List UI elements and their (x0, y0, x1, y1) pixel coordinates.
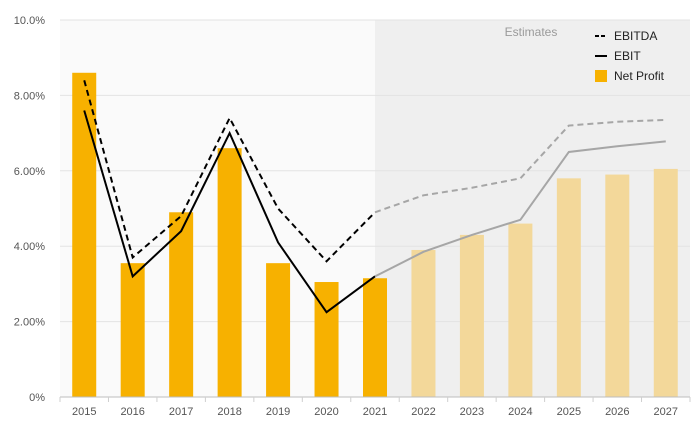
x-tick-label: 2015 (72, 406, 96, 418)
ebitda-line-estimate (374, 118, 666, 214)
y-tick-label: 2.00% (14, 317, 45, 329)
ebit-line-estimate (374, 140, 666, 278)
y-tick-label: 4.00% (14, 241, 45, 253)
net-profit-bar (266, 263, 291, 397)
net-profit-bar (411, 249, 436, 397)
x-tick-label: 2022 (411, 406, 435, 418)
bars (72, 72, 678, 397)
net-profit-bar (217, 148, 242, 397)
ebitda-line-actual (83, 80, 376, 263)
legend-label-ebitda: EBITDA (614, 29, 657, 43)
y-tick-label: 10.0% (14, 15, 45, 27)
net-profit-bar (72, 72, 97, 397)
legend-label-net-profit: Net Profit (614, 69, 665, 83)
axes: 0% 2.00% 4.00% 6.00% 8.00% 10.0% 2015 2016 2017 2… (14, 15, 691, 418)
x-tick-label: 2025 (557, 406, 581, 418)
lines (83, 80, 666, 314)
x-tick-label: 2020 (314, 406, 338, 418)
net-profit-bar (508, 223, 533, 397)
x-tick-label: 2024 (508, 406, 532, 418)
x-tick-label: 2016 (120, 406, 144, 418)
legend: EBITDA EBIT Net Profit (595, 29, 665, 83)
y-tick-label: 6.00% (14, 166, 45, 178)
net-profit-bar (459, 234, 484, 397)
x-tick-label: 2027 (654, 406, 678, 418)
legend-swatch-net-profit (595, 70, 607, 82)
legend-label-ebit: EBIT (614, 49, 641, 63)
net-profit-bar (169, 212, 194, 397)
ebit-line-actual (83, 110, 376, 314)
estimates-label: Estimates (505, 25, 558, 39)
x-tick-label: 2019 (266, 406, 290, 418)
x-tick-label: 2021 (363, 406, 387, 418)
net-profit-bar (605, 174, 630, 397)
net-profit-bar (653, 168, 678, 397)
x-tick-label: 2026 (605, 406, 629, 418)
x-tick-label: 2018 (217, 406, 241, 418)
net-profit-bar (556, 178, 581, 397)
x-tick-label: 2023 (460, 406, 484, 418)
y-tick-label: 8.00% (14, 90, 45, 102)
net-profit-bar (363, 278, 387, 397)
x-tick-label: 2017 (169, 406, 193, 418)
y-tick-label: 0% (29, 392, 45, 404)
net-profit-bar (120, 263, 145, 397)
